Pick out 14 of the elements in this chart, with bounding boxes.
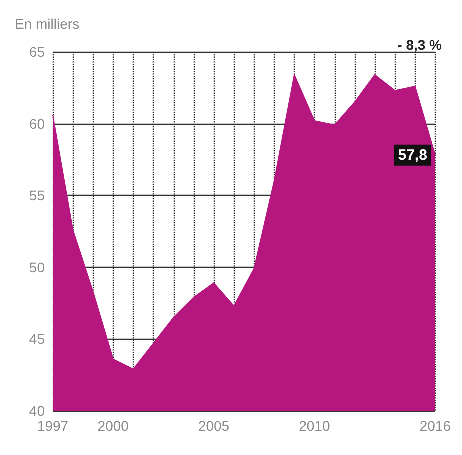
annotation: - 8,3 % [398, 37, 443, 53]
x-tick-label: 2000 [98, 418, 130, 434]
y-tick-label: 55 [29, 188, 46, 204]
y-tick-label: 60 [29, 116, 46, 132]
y-tick-label: 45 [29, 331, 46, 348]
y-tick-label: 65 [29, 44, 46, 60]
x-tick-label: 1997 [37, 418, 69, 434]
x-tick-label: 2005 [198, 418, 230, 434]
y-axis-title: En milliers [15, 16, 80, 32]
y-tick-label: 40 [29, 403, 46, 419]
y-tick-label: 50 [29, 259, 46, 276]
x-tick-label: 2016 [420, 418, 452, 434]
data-label: 57,8 [398, 146, 428, 164]
x-tick-label: 2010 [299, 418, 330, 434]
